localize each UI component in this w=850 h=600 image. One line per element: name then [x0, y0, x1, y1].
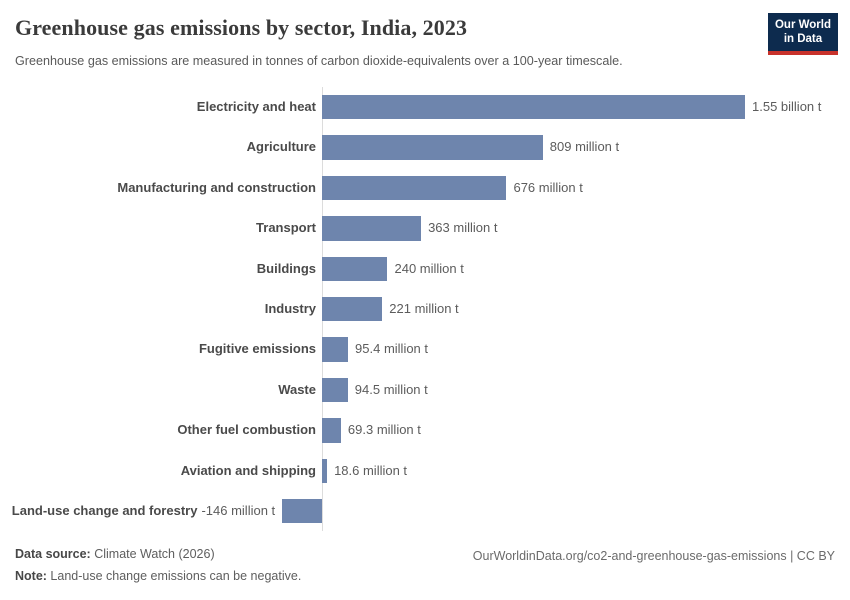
bar-transport[interactable]: [322, 216, 422, 241]
bar-manufacturing-and-construction[interactable]: [322, 175, 507, 201]
chart-subtitle: Greenhouse gas emissions are measured in…: [15, 54, 623, 68]
bar-agriculture[interactable]: [322, 135, 543, 160]
value-label: 18.6 million t: [334, 462, 408, 478]
bar-land-use-change-and-forestry[interactable]: [282, 498, 322, 524]
note-value: Land-use change emissions can be negativ…: [46, 569, 302, 583]
value-label: 363 million t: [428, 220, 498, 236]
value-label: -146 million t: [201, 502, 276, 518]
category-label: Fugitive emissions: [198, 341, 316, 357]
value-label: 240 million t: [394, 260, 464, 276]
category-label: Agriculture: [246, 139, 316, 155]
bar-industry[interactable]: [322, 296, 383, 322]
bar-aviation-and-shipping[interactable]: [322, 458, 328, 484]
category-label: Buildings: [256, 260, 316, 276]
owid-logo: Our World in Data: [767, 13, 838, 55]
category-label: Industry: [264, 300, 316, 316]
owid-logo-line1: Our World: [774, 19, 831, 31]
category-label: Manufacturing and construction: [117, 179, 316, 195]
value-label: 676 million t: [513, 179, 583, 195]
value-label: 69.3 million t: [347, 422, 421, 438]
data-source: Data source: Climate Watch (2026): [15, 547, 215, 562]
category-label: Land-use change and forestry: [11, 502, 198, 518]
note-label: Note:: [15, 569, 47, 583]
category-label: Waste: [278, 381, 316, 397]
category-label: Other fuel combustion: [177, 422, 316, 438]
bar-fugitive-emissions[interactable]: [322, 337, 349, 362]
citation-link[interactable]: OurWorldinData.org/co2-and-greenhouse-ga…: [472, 549, 835, 563]
value-label: 221 million t: [389, 300, 459, 316]
negative-bar-labels: Land-use change and forestry -146 million…: [12, 499, 275, 524]
value-label: 1.55 billion t: [752, 98, 822, 114]
bar-electricity-and-heat[interactable]: [322, 94, 745, 120]
data-source-value: Climate Watch (2026): [90, 547, 215, 561]
owid-logo-line2: in Data: [783, 32, 823, 45]
value-label: 94.5 million t: [354, 381, 428, 397]
chart-title: Greenhouse gas emissions by sector, Indi…: [15, 15, 468, 40]
bar-waste[interactable]: [322, 377, 348, 403]
chart-note: Note: Land-use change emissions can be n…: [15, 569, 301, 584]
value-label: 809 million t: [549, 139, 620, 155]
category-label: Transport: [256, 220, 316, 236]
bar-buildings[interactable]: [322, 256, 388, 282]
category-label: Aviation and shipping: [180, 462, 316, 478]
bar-other-fuel-combustion[interactable]: [322, 418, 341, 443]
category-label: Electricity and heat: [196, 98, 316, 114]
value-label: 95.4 million t: [355, 341, 429, 357]
data-source-label: Data source:: [15, 547, 91, 561]
